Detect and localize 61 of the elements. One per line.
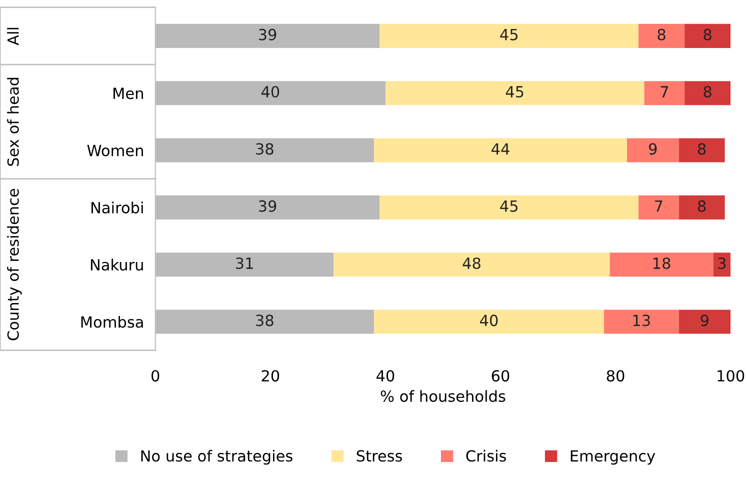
x-tick-label: 60	[492, 370, 510, 382]
bar	[380, 195, 639, 220]
legend-label: No use of strategies	[141, 450, 292, 465]
y-tick-label: Nairobi	[92, 202, 143, 214]
data-label: 9	[649, 143, 657, 155]
data-label: 18	[654, 257, 670, 270]
bar	[638, 24, 685, 48]
bar	[678, 310, 731, 334]
x-tick-label: 80	[606, 370, 624, 382]
text: All	[7, 28, 19, 46]
x-axis-title: % of households	[380, 390, 506, 402]
data-label: 7	[660, 86, 668, 98]
y-tick-label: Women	[87, 144, 143, 156]
bar	[627, 138, 679, 162]
data-label: 38	[256, 314, 274, 326]
data-label: 8	[704, 86, 712, 98]
y-tick-label: Mombsa	[81, 316, 143, 328]
bar	[713, 252, 731, 277]
x-tick-label: 20	[262, 370, 280, 382]
x-tick-label: 100	[718, 370, 744, 382]
y-tick-label: Nakuru	[90, 258, 143, 271]
y-tick-label: Men	[114, 88, 143, 100]
bar	[334, 252, 610, 277]
data-label: 40	[480, 314, 498, 326]
data-label: 8	[698, 200, 706, 212]
data-label: 8	[658, 28, 666, 40]
data-label: 8	[698, 143, 706, 155]
bar	[684, 81, 731, 106]
bar	[678, 195, 725, 220]
data-label: 13	[633, 314, 650, 326]
data-label: 40	[261, 86, 280, 98]
bar	[380, 24, 639, 48]
x-tick-label: 40	[376, 370, 394, 382]
legend-label: Stress	[356, 450, 402, 462]
data-label: 38	[256, 143, 274, 155]
data-label: 9	[700, 314, 708, 326]
data-label: 45	[500, 200, 518, 212]
bar	[385, 81, 644, 106]
legend-label: Crisis	[466, 450, 506, 462]
bar	[638, 195, 679, 220]
bar	[678, 138, 725, 162]
x-tick-label: 0	[152, 370, 160, 382]
data-label: 39	[258, 28, 276, 40]
bar	[374, 138, 628, 162]
data-label: 7	[655, 200, 662, 212]
data-label: 48	[462, 257, 480, 270]
text: Sex of head	[7, 78, 19, 166]
data-label: 39	[258, 200, 276, 212]
bar	[610, 252, 714, 277]
data-label: 8	[704, 28, 712, 40]
bar	[684, 24, 731, 48]
data-label: 3	[718, 257, 726, 270]
text: County of residence	[7, 188, 22, 340]
bar	[604, 310, 679, 334]
data-label: 45	[500, 29, 518, 40]
legend-label: Emergency	[570, 450, 656, 465]
data-label: 45	[506, 86, 524, 98]
bar	[374, 310, 604, 334]
bar	[644, 81, 685, 106]
data-label: 44	[492, 143, 510, 154]
data-label: 31	[236, 257, 253, 270]
